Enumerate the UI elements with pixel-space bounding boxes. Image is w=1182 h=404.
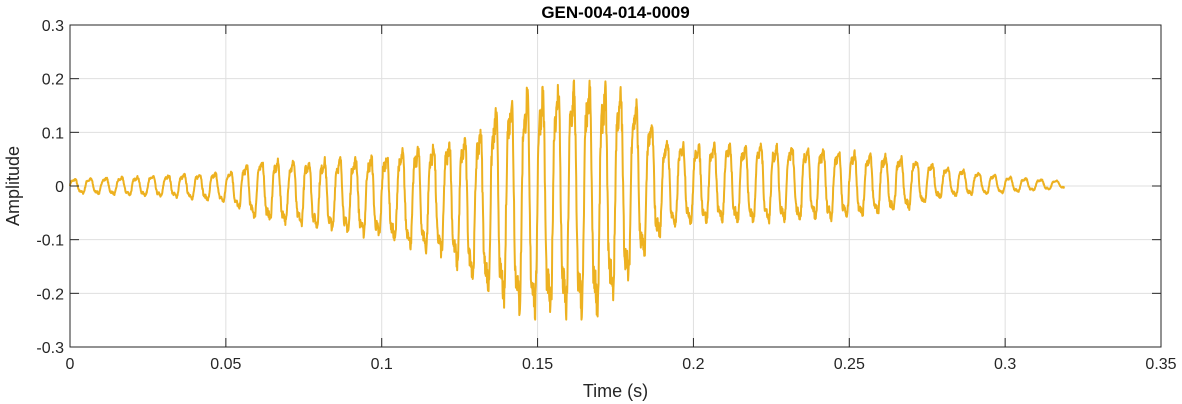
y-tick-label-5: 0.2: [42, 72, 64, 89]
chart-title: GEN-004-014-0009: [541, 3, 689, 22]
y-axis-label: Amplitude: [3, 146, 23, 226]
x-tick-label-0: 0: [66, 356, 75, 373]
series-line-0: [69, 79, 1066, 321]
y-tick-label-3: 0: [55, 179, 64, 196]
x-tick-label-7: 0.35: [1145, 356, 1176, 373]
y-tick-label-2: -0.1: [36, 233, 64, 250]
x-axis-label: Time (s): [583, 381, 648, 401]
ticks: [69, 24, 1162, 348]
x-tick-label-4: 0.2: [682, 356, 704, 373]
y-tick-label-1: -0.2: [36, 286, 64, 303]
x-tick-label-6: 0.3: [994, 356, 1016, 373]
y-tick-label-0: -0.3: [36, 340, 64, 357]
x-tick-label-2: 0.1: [371, 356, 393, 373]
tick-labels: 0 0.05 0.1 0.15 0.2 0.25 0.3 0.35 -0.3 -0.2 -0.1 0 0…: [36, 18, 1176, 373]
x-tick-label-1: 0.05: [210, 356, 241, 373]
series-group: [69, 79, 1066, 321]
y-tick-label-6: 0.3: [42, 18, 64, 35]
x-tick-label-3: 0.15: [522, 356, 553, 373]
y-tick-label-4: 0.1: [42, 125, 64, 142]
x-tick-label-5: 0.25: [834, 356, 865, 373]
